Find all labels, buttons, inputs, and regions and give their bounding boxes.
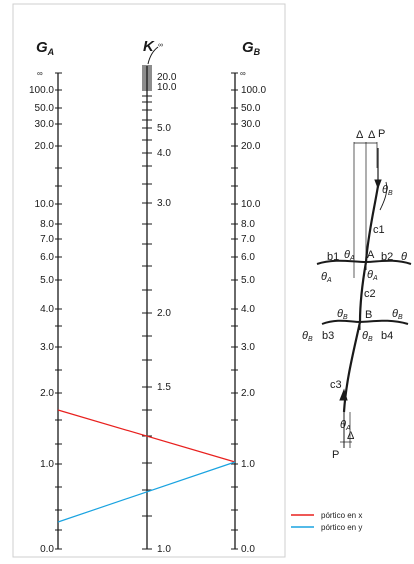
gb-tick-label: 5.0 (241, 275, 255, 286)
legend-red-label: pórtico en x (321, 511, 362, 520)
theta-a-left-label: θA (344, 249, 355, 262)
top-load-arrowhead (374, 179, 382, 190)
ga-tick-label: 2.0 (40, 388, 54, 399)
beam-b1-label: b1 (327, 251, 339, 263)
nomogram-frame (12, 3, 286, 558)
k-tick-label: 20.0 (157, 72, 177, 83)
frame-labels: Δ Δ P θB c1 b1 θA A b2 θ θA θA c2 θB B θ… (302, 128, 407, 461)
ga-tick-label: 7.0 (40, 234, 54, 245)
column-c1 (364, 185, 380, 263)
theta-b-top-label: θB (382, 184, 393, 197)
delta-bottom-label: Δ (347, 430, 355, 442)
ga-tick-label: 30.0 (35, 119, 55, 130)
beam-b1 (316, 259, 367, 265)
ga-tick-label: 3.0 (40, 342, 54, 353)
k-tick-label: 5.0 (157, 123, 171, 134)
k-tick-labels: 20.0 10.0 5.0 4.0 3.0 2.0 1.5 1.0 (157, 72, 177, 555)
beam-b2 (365, 259, 412, 265)
theta-a-below-label: θA (367, 269, 378, 282)
gb-tick-label: 0.0 (241, 544, 255, 555)
k-tick-label: 2.0 (157, 308, 171, 319)
ga-tick-label: 4.0 (40, 304, 54, 315)
frame-diagram (316, 142, 412, 448)
delta-left-label: Δ (356, 129, 364, 141)
load-p-bottom-label: P (332, 449, 339, 461)
ga-tick-label: 20.0 (35, 141, 55, 152)
theta-a-far-label: θ (401, 251, 407, 263)
ga-tick-label: 0.0 (40, 544, 54, 555)
k-tick-label: 4.0 (157, 148, 171, 159)
beam-b3-label: b3 (322, 330, 334, 342)
gb-tick-label: 100.0 (241, 85, 266, 96)
ga-tick-label: 10.0 (35, 199, 55, 210)
gb-tick-label: 8.0 (241, 219, 255, 230)
beam-b4 (359, 319, 409, 325)
load-p-top-label: P (378, 128, 385, 140)
theta-a-bottom-label: θA (340, 419, 351, 432)
tick-marks (55, 65, 238, 550)
gb-tick-label: 20.0 (241, 141, 261, 152)
gb-tick-label: 7.0 (241, 234, 255, 245)
theta-b-below-label: θB (362, 330, 373, 343)
ga-tick-label: 50.0 (35, 103, 55, 114)
ga-header: GA (36, 39, 54, 57)
k-infinity-label: ∞ (158, 42, 163, 49)
ga-tick-label: 8.0 (40, 219, 54, 230)
k-header: K (143, 38, 155, 55)
beam-b2-label: b2 (381, 251, 393, 263)
k-tick-label: 1.0 (157, 544, 171, 555)
delta-right-label: Δ (368, 129, 376, 141)
k-infinity-hook (147, 46, 159, 65)
column-c3-label: c3 (330, 379, 342, 391)
gb-tick-label: 3.0 (241, 342, 255, 353)
gb-tick-label: 30.0 (241, 119, 261, 130)
legend: pórtico en x pórtico en y (291, 511, 362, 532)
node-a-label: A (367, 249, 375, 261)
column-c1-label: c1 (373, 224, 385, 236)
ga-tick-label: 5.0 (40, 275, 54, 286)
ga-tick-labels: ∞ 100.0 50.0 30.0 20.0 10.0 8.0 7.0 6.0 … (29, 69, 54, 555)
theta-b-far-left-label: θB (302, 330, 313, 343)
gb-tick-label: 10.0 (241, 199, 261, 210)
ga-tick-label: 100.0 (29, 85, 54, 96)
beam-b3 (321, 319, 361, 325)
ga-tick-label: ∞ (37, 69, 43, 78)
blue-reading-line (57, 461, 236, 523)
k-tick-label: 1.5 (157, 382, 171, 393)
gb-tick-label: ∞ (240, 69, 246, 78)
gb-tick-label: 6.0 (241, 252, 255, 263)
column-c2-label: c2 (364, 288, 376, 300)
ga-tick-label: 6.0 (40, 252, 54, 263)
gb-tick-labels: ∞ 100.0 50.0 30.0 20.0 10.0 8.0 7.0 6.0 … (240, 69, 266, 555)
k-tick-label: 3.0 (157, 198, 171, 209)
gb-tick-label: 50.0 (241, 103, 261, 114)
c3-arrowhead (339, 388, 348, 401)
gb-tick-label: 1.0 (241, 459, 255, 470)
theta-b-left-label: θB (337, 308, 348, 321)
red-reading-line (57, 409, 236, 463)
column-c3 (342, 321, 362, 413)
node-b-label: B (365, 309, 372, 321)
beam-b4-label: b4 (381, 330, 393, 342)
gb-tick-label: 2.0 (241, 388, 255, 399)
gb-tick-label: 4.0 (241, 304, 255, 315)
theta-b-right-label: θB (392, 308, 403, 321)
ga-tick-label: 1.0 (40, 459, 54, 470)
theta-b-top-arrow (379, 181, 388, 211)
k-tick-label: 10.0 (157, 82, 177, 93)
gb-header: GB (242, 39, 261, 57)
legend-blue-label: pórtico en y (321, 523, 362, 532)
theta-a-below-left-label: θA (321, 271, 332, 284)
